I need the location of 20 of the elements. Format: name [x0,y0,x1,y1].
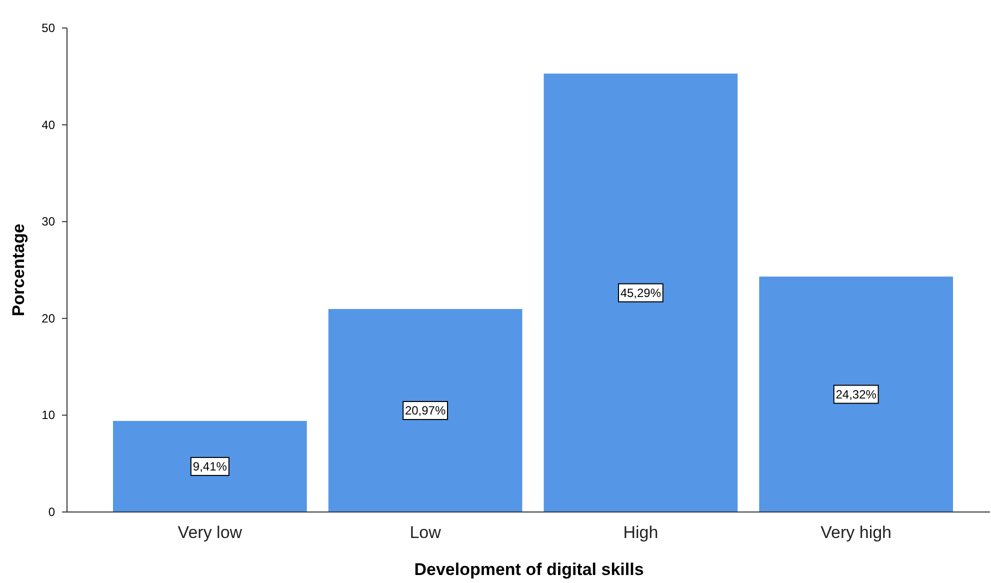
data-label: 9,41% [192,459,228,474]
y-tick-label: 50 [42,21,56,35]
bar [544,74,738,512]
data-label: 24,32% [836,387,877,402]
y-axis-title: Porcentage [9,224,28,316]
x-tick-label: Low [410,523,442,542]
data-label: 20,97% [404,404,446,418]
y-tick-label: 40 [42,118,56,132]
bar [759,276,953,512]
x-tick-label: Very low [178,523,243,542]
bar [113,420,307,512]
x-tick-label: High [623,523,658,542]
y-tick-label: 10 [42,408,56,422]
y-tick-label: 30 [42,214,56,229]
x-axis-title: Development of digital skills [414,560,644,579]
y-tick-label: 20 [42,311,56,326]
data-label: 45,29% [620,286,662,300]
bar [328,309,522,512]
x-tick-label: Very high [820,523,892,542]
y-tick-label: 0 [48,505,56,519]
